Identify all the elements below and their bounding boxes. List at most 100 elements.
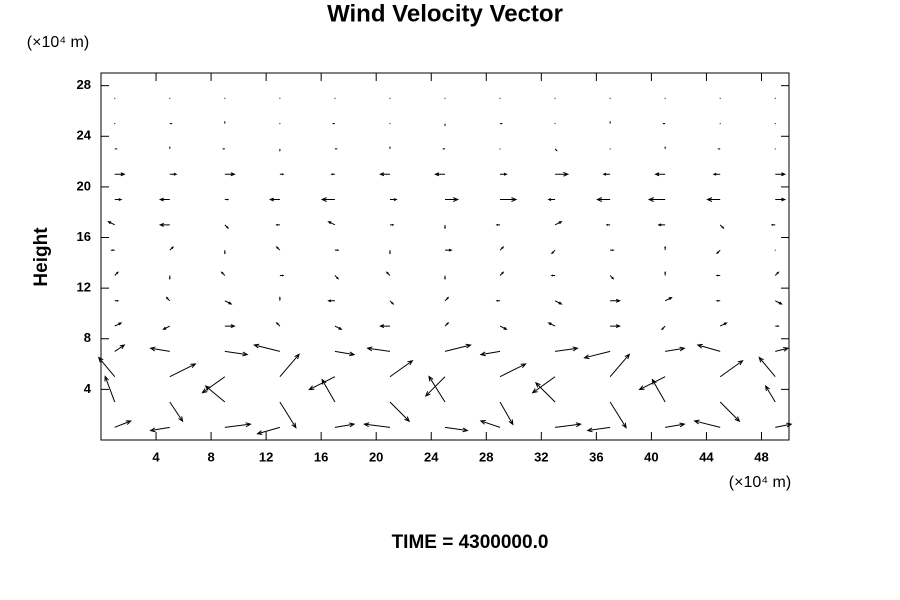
x-tick-label: 20 xyxy=(369,449,383,464)
wind-vector xyxy=(275,223,280,226)
x-tick-label: 4 xyxy=(152,449,160,464)
wind-vector xyxy=(330,173,335,176)
wind-vector xyxy=(114,322,123,327)
wind-vector xyxy=(610,249,615,252)
wind-vector xyxy=(719,224,725,229)
wind-vector xyxy=(104,375,116,403)
wind-vector xyxy=(715,274,721,277)
wind-vector xyxy=(434,172,445,177)
wind-vector xyxy=(275,246,281,251)
y-tick-label: 8 xyxy=(84,330,91,345)
wind-vector xyxy=(334,350,356,357)
wind-vector xyxy=(279,353,300,378)
wind-vector xyxy=(334,325,343,330)
wind-vector xyxy=(158,222,170,227)
wind-vector xyxy=(555,346,579,352)
wind-vector xyxy=(770,223,776,226)
wind-vector xyxy=(224,300,233,305)
y-tick-label: 20 xyxy=(77,178,91,193)
wind-vector xyxy=(693,419,721,428)
wind-vector xyxy=(547,322,556,327)
wind-vector xyxy=(602,172,611,176)
wind-vector xyxy=(385,271,391,276)
wind-vector xyxy=(610,324,622,329)
wind-vector xyxy=(224,198,230,201)
wind-vector xyxy=(428,375,446,403)
wind-vector xyxy=(499,246,505,251)
wind-vector xyxy=(321,378,336,403)
wind-vector xyxy=(162,325,171,330)
wind-vector xyxy=(758,356,776,378)
wind-vector xyxy=(664,297,673,302)
wind-vector xyxy=(278,296,281,301)
y-axis-label: Height xyxy=(31,227,52,287)
wind-vector xyxy=(327,299,335,303)
wind-vector xyxy=(279,274,285,277)
wind-vector xyxy=(158,197,170,202)
wind-vector xyxy=(547,198,556,202)
wind-vector xyxy=(609,401,627,429)
wind-vector xyxy=(499,325,508,330)
wind-vector xyxy=(220,271,226,276)
wind-vector xyxy=(664,245,667,251)
wind-vector xyxy=(168,275,171,280)
wind-vector xyxy=(554,148,558,152)
x-tick-label: 40 xyxy=(644,449,658,464)
wind-vector xyxy=(605,223,611,226)
x-tick-label: 48 xyxy=(754,449,768,464)
wind-vector xyxy=(275,321,281,327)
wind-vector xyxy=(531,376,556,394)
wind-vector xyxy=(550,249,556,255)
wind-vector xyxy=(479,420,501,428)
wind-vector xyxy=(279,173,285,176)
x-tick-label: 28 xyxy=(479,449,493,464)
wind-vector xyxy=(169,401,184,423)
y-unit-label: (×10⁴ m) xyxy=(27,34,89,51)
wind-vector xyxy=(554,221,563,226)
wind-vector xyxy=(696,343,721,352)
wind-vector xyxy=(223,250,226,255)
wind-vector xyxy=(657,223,666,227)
wind-vector xyxy=(774,271,780,276)
wind-vector xyxy=(279,401,297,429)
wind-vector xyxy=(110,249,115,252)
wind-vector xyxy=(764,384,776,403)
wind-vector xyxy=(775,325,780,328)
wind-vector xyxy=(775,172,787,177)
wind-vector xyxy=(389,359,414,378)
x-tick-label: 16 xyxy=(314,449,328,464)
wind-vector xyxy=(334,275,340,280)
wind-vector xyxy=(715,299,721,302)
wind-vector xyxy=(719,401,741,423)
y-tick-label: 24 xyxy=(77,128,92,143)
chart-title: Wind Velocity Vector xyxy=(327,0,563,27)
wind-vector xyxy=(114,420,132,428)
wind-vector xyxy=(201,376,226,394)
wind-vector xyxy=(664,270,667,276)
wind-vector xyxy=(499,401,514,426)
x-tick-label: 12 xyxy=(259,449,273,464)
wind-vector xyxy=(647,197,666,202)
wind-vector xyxy=(149,346,170,352)
wind-vector xyxy=(665,346,686,352)
wind-vector xyxy=(379,324,390,329)
wind-vector xyxy=(334,422,356,428)
wind-vector xyxy=(586,426,611,433)
wind-vector xyxy=(327,221,336,226)
x-tick-label: 8 xyxy=(207,449,214,464)
wind-vector xyxy=(500,172,508,176)
wind-vector xyxy=(389,401,411,423)
wind-vector xyxy=(114,344,126,352)
wind-vector xyxy=(165,296,171,302)
wind-vector xyxy=(224,350,249,357)
wind-vector xyxy=(651,378,666,403)
wind-vector xyxy=(363,422,391,428)
wind-vector xyxy=(389,250,391,255)
wind-vector xyxy=(444,426,469,433)
wind-vector xyxy=(320,197,335,202)
footer: TIME = 4300000.0 xyxy=(392,532,549,553)
plot-frame xyxy=(100,72,790,441)
wind-vector xyxy=(389,198,398,202)
wind-vector xyxy=(499,363,527,378)
wind-vector xyxy=(706,197,721,202)
